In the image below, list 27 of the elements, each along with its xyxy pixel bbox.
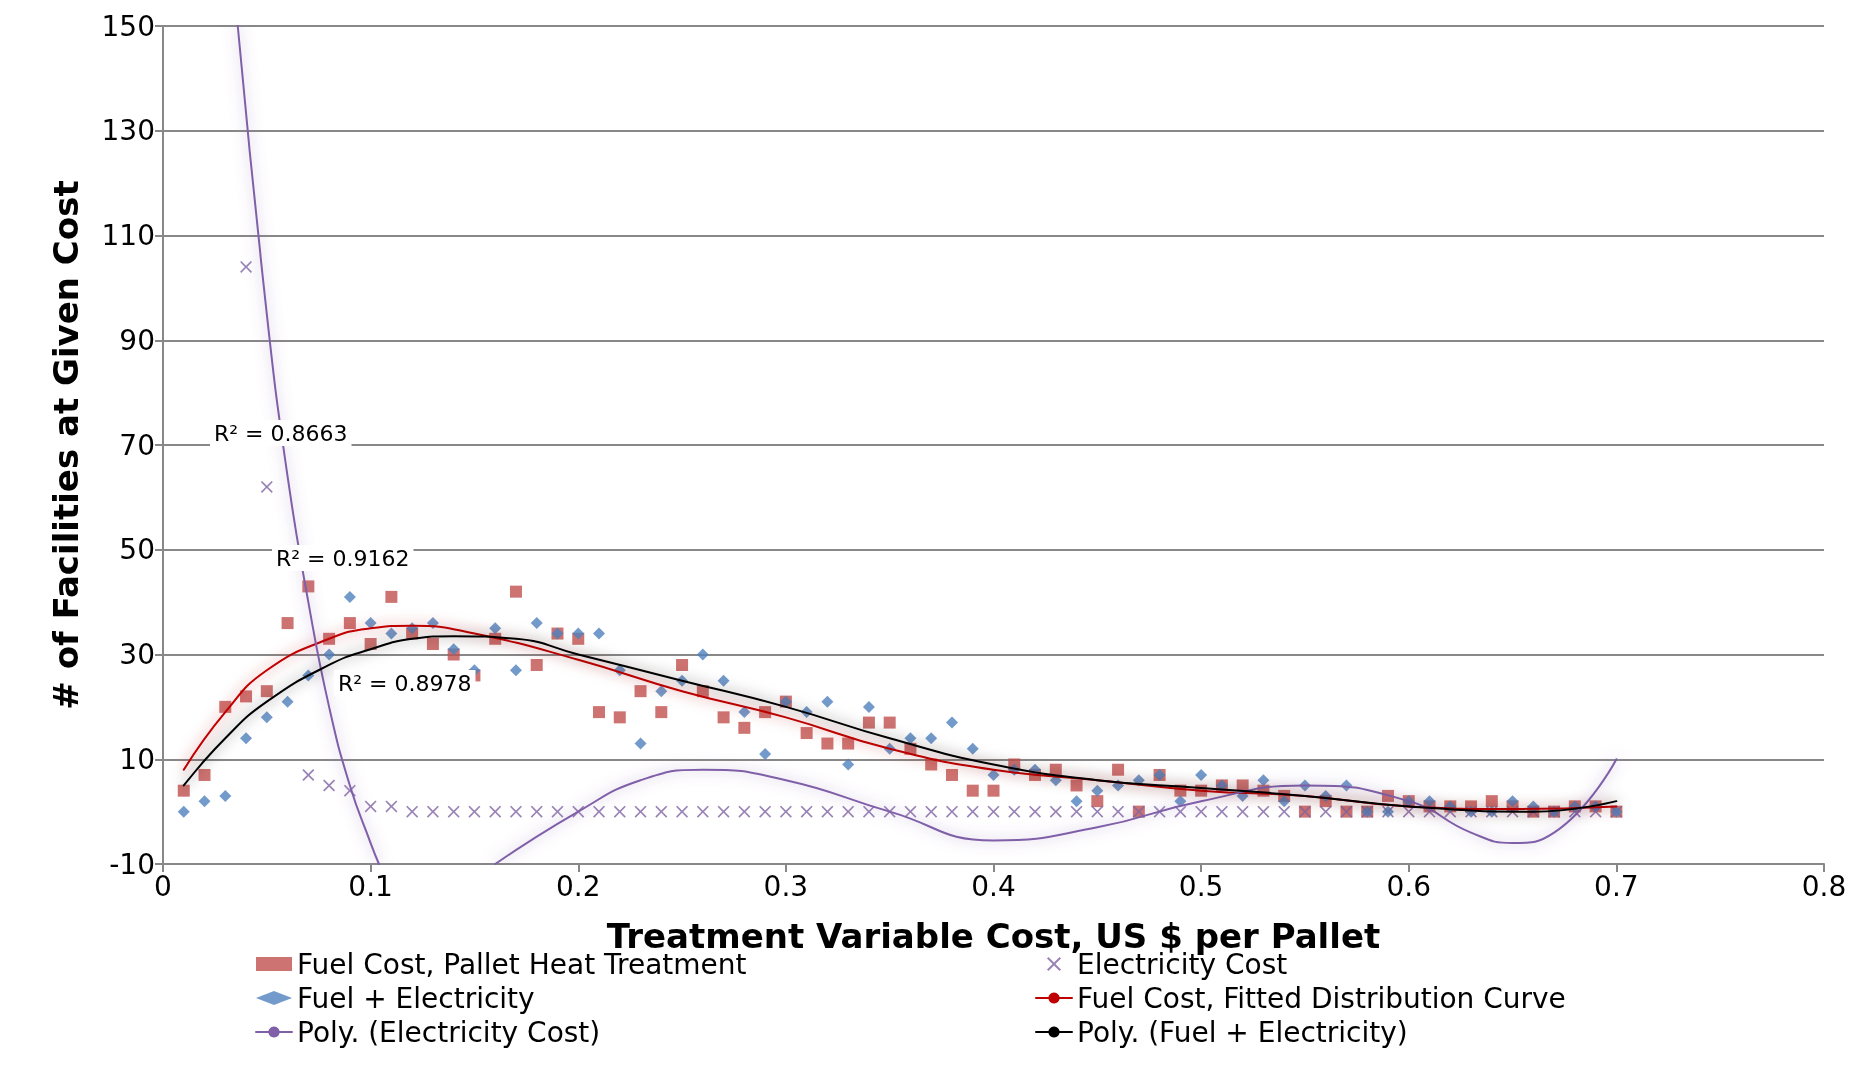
x-tick-label: 0.3 — [763, 869, 809, 903]
annotation: R² = 0.8663 — [214, 420, 348, 446]
x-tick-label: 0.4 — [971, 869, 1016, 903]
legend-label: Fuel Cost, Fitted Distribution Curve — [1077, 981, 1566, 1015]
y-axis-title: # of Facilities at Given Cost — [46, 180, 86, 710]
legend-label: Fuel Cost, Pallet Heat Treatment — [297, 947, 747, 981]
y-tick-label: -10 — [109, 847, 155, 881]
x-tick-label: 0.7 — [1594, 869, 1639, 903]
annotation: R² = 0.9162 — [276, 545, 410, 571]
x-tick-label: 0 — [154, 869, 172, 903]
x-tick-label: 0.6 — [1386, 869, 1432, 903]
y-tick-label: 110 — [101, 219, 155, 252]
y-tick-label: 30 — [119, 638, 155, 671]
y-tick-label: 70 — [119, 428, 155, 462]
x-tick-label: 0.1 — [348, 869, 393, 903]
legend-label: Poly. (Electricity Cost) — [297, 1015, 601, 1049]
y-tick-label: 50 — [119, 533, 155, 567]
x-tick-label: 0.5 — [1178, 869, 1224, 903]
legend-label: Poly. (Fuel + Electricity) — [1077, 1015, 1408, 1049]
y-tick-label: 150 — [101, 9, 155, 43]
y-tick-label: 130 — [101, 114, 155, 148]
annotation: R² = 0.8978 — [338, 670, 472, 696]
legend-label: Fuel + Electricity — [297, 981, 535, 1015]
y-tick-label: 10 — [119, 742, 155, 776]
y-tick-label: 90 — [119, 323, 155, 357]
x-tick-label: 0.8 — [1801, 869, 1847, 903]
x-tick-label: 0.2 — [555, 869, 601, 903]
